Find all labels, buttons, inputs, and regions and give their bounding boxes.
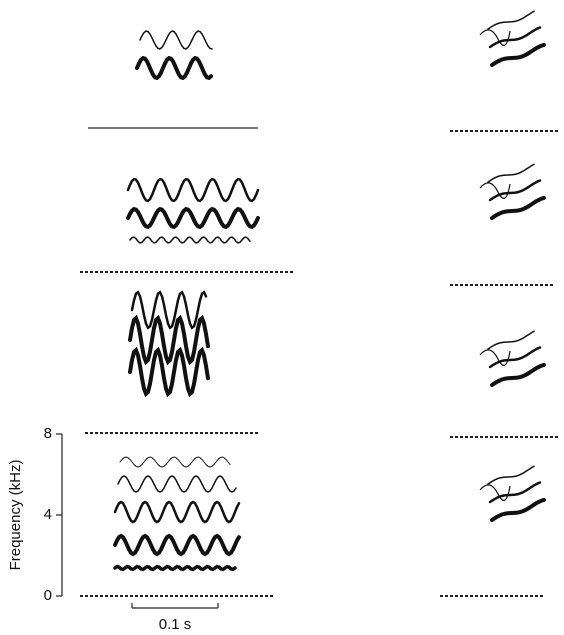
harmonic [488,331,534,349]
harmonic [488,466,534,484]
y-tick-label: 0 [44,587,52,604]
harmonic [115,536,239,554]
harmonic [118,476,236,492]
scale-bar-label: 0.1 s [159,616,192,633]
harmonic [137,58,211,78]
harmonic [120,457,230,467]
y-tick-label: 4 [44,506,52,523]
spectrograms [80,11,560,596]
axis-label: Frequency (kHz) [7,460,24,571]
harmonic [492,45,544,65]
harmonic [488,164,534,182]
harmonic [115,502,239,522]
figure: Frequency (kHz) 0.1 s 8 4 0 [0,0,564,635]
y-tick-label: 8 [44,425,52,442]
harmonic [128,209,258,227]
harmonic [132,292,206,328]
harmonic [492,365,544,385]
harmonic [130,237,250,243]
harmonic [492,500,544,520]
harmonic [128,179,258,201]
harmonic [492,198,544,218]
harmonic [488,11,534,29]
harmonic [115,567,235,570]
harmonic [140,31,212,49]
